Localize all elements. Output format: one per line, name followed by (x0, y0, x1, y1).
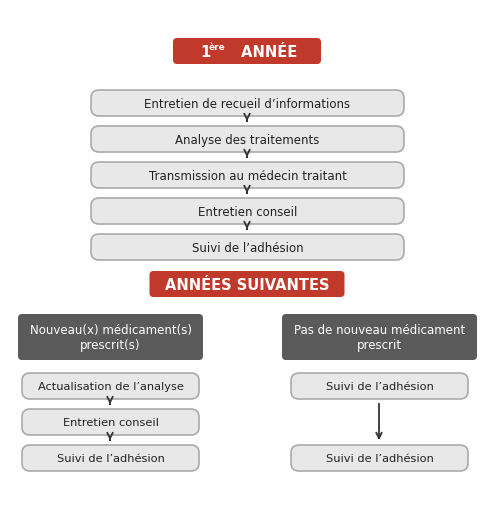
FancyBboxPatch shape (91, 163, 404, 189)
Text: 1: 1 (200, 44, 211, 60)
FancyBboxPatch shape (149, 272, 345, 297)
Text: Suivi de l’adhésion: Suivi de l’adhésion (192, 241, 303, 254)
Text: Analyse des traitements: Analyse des traitements (175, 133, 320, 146)
FancyBboxPatch shape (22, 373, 199, 399)
Text: Pas de nouveau médicament
prescrit: Pas de nouveau médicament prescrit (294, 323, 465, 351)
FancyBboxPatch shape (91, 127, 404, 153)
FancyBboxPatch shape (291, 373, 468, 399)
Text: Entretien conseil: Entretien conseil (62, 417, 158, 427)
Text: ANNÉE: ANNÉE (236, 44, 297, 60)
FancyBboxPatch shape (291, 445, 468, 471)
Text: ANNÉES SUIVANTES: ANNÉES SUIVANTES (165, 277, 329, 292)
FancyBboxPatch shape (22, 409, 199, 435)
Text: Suivi de l’adhésion: Suivi de l’adhésion (56, 453, 164, 463)
Text: ère: ère (208, 43, 225, 52)
FancyBboxPatch shape (18, 315, 203, 360)
FancyBboxPatch shape (91, 91, 404, 117)
Text: Nouveau(x) médicament(s)
prescrit(s): Nouveau(x) médicament(s) prescrit(s) (30, 323, 192, 351)
FancyBboxPatch shape (22, 445, 199, 471)
Text: Entretien conseil: Entretien conseil (198, 205, 297, 218)
FancyBboxPatch shape (173, 39, 321, 65)
Text: Transmission au médecin traitant: Transmission au médecin traitant (148, 169, 346, 182)
Text: Suivi de l’adhésion: Suivi de l’adhésion (326, 453, 434, 463)
Text: Entretien de recueil d’informations: Entretien de recueil d’informations (145, 97, 350, 110)
FancyBboxPatch shape (91, 198, 404, 225)
Text: Actualisation de l’analyse: Actualisation de l’analyse (38, 381, 184, 391)
Text: Suivi de l’adhésion: Suivi de l’adhésion (326, 381, 434, 391)
FancyBboxPatch shape (282, 315, 477, 360)
FancyBboxPatch shape (91, 234, 404, 261)
